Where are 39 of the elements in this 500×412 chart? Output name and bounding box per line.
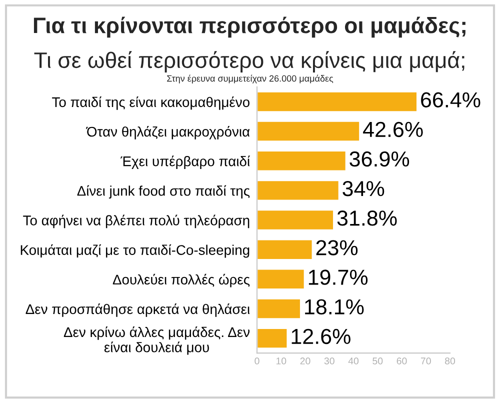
y-tick-label: Κοιμάται μαζί με το παιδί-Co-sleeping — [20, 244, 250, 258]
x-tick-label: 60 — [396, 358, 407, 364]
bar — [257, 180, 340, 202]
x-tick-label: 70 — [420, 358, 431, 364]
bar — [257, 209, 334, 231]
x-tick-label: 30 — [324, 358, 334, 364]
data-label: 42.6% — [363, 122, 423, 138]
x-tick-label: 20 — [300, 358, 310, 364]
data-label: 66.4% — [421, 92, 480, 108]
bar — [257, 120, 360, 142]
y-tick-label: Δίνει junk food στο παιδί της — [77, 185, 250, 199]
y-tick-label: Όταν θηλάζει μακροχρόνια — [86, 126, 250, 140]
y-tick-label: Έχει υπέρβαρο παιδί — [120, 156, 250, 169]
y-tick-label: Δεν προσπάθησε αρκετά να θηλάσει — [26, 303, 250, 317]
chart-subtitle: Τι σε ωθεί περισσότερο να κρίνεις μια μαμά; — [34, 51, 464, 72]
x-tick-label: 0 — [254, 358, 260, 364]
y-tick-label: Δεν κρίνω άλλες μαμάδες. Δεν είναι δουλειά μου — [64, 326, 250, 355]
x-tick-label: 40 — [348, 358, 359, 364]
x-tick-label: 80 — [445, 358, 456, 364]
bar — [257, 328, 288, 350]
data-label: 36.9% — [350, 151, 410, 167]
bar — [257, 150, 347, 172]
data-label: 18.1% — [305, 299, 364, 315]
y-tick-label: Το αφήνει να βλέπει πολύ τηλεόραση — [23, 214, 250, 228]
bar — [257, 268, 306, 290]
data-label: 23% — [316, 240, 358, 256]
bar — [257, 238, 314, 260]
chart-title: Για τι κρίνονται περισσότερο οι μαμάδες; — [34, 16, 466, 38]
data-label: 34% — [342, 180, 384, 196]
text: Στην έρευνα συμμετείχαν 26.000 μαμάδες — [167, 74, 334, 84]
y-tick-label: Το παιδί της είναι κακομαθημένο — [52, 96, 250, 110]
bar — [257, 298, 302, 320]
y-tick-label: Δουλεύει πολλές ώρες — [112, 274, 250, 288]
x-tick-label: 50 — [372, 358, 383, 364]
data-label: 19.7% — [308, 270, 368, 285]
x-tick-label: 10 — [276, 358, 286, 364]
bar — [257, 90, 418, 112]
data-label: 12.6% — [292, 328, 350, 344]
data-label: 31.8% — [337, 210, 397, 226]
